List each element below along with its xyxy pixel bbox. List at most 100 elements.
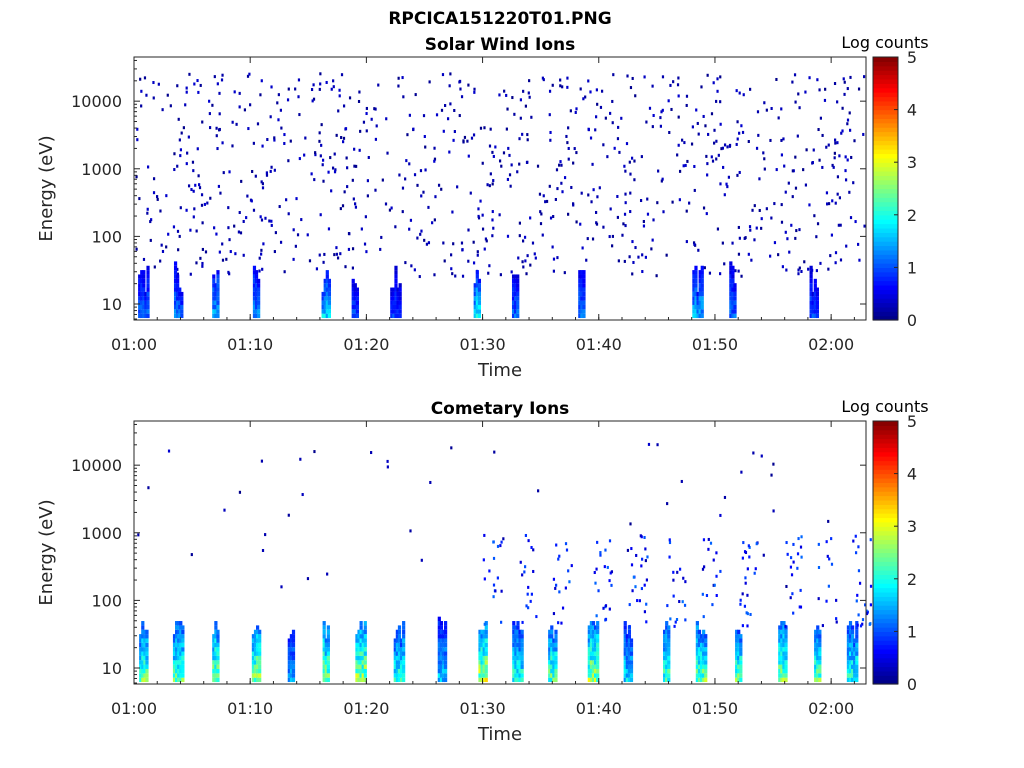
- burst-pixel: [214, 621, 218, 626]
- colorbar-segment: [873, 600, 898, 606]
- count-pixel: [260, 218, 264, 222]
- burst-pixel: [321, 300, 325, 305]
- streak-pixel: [554, 586, 557, 590]
- streak-pixel: [745, 611, 748, 615]
- count-pixel: [178, 234, 181, 238]
- burst-pixel: [520, 673, 524, 678]
- burst-pixel: [700, 278, 704, 284]
- burst-pixel: [439, 664, 444, 669]
- burst-pixel: [480, 651, 484, 656]
- burst-pixel: [811, 304, 815, 310]
- streak-pixel: [792, 560, 795, 564]
- colorbar-segment: [873, 118, 898, 124]
- count-pixel: [423, 135, 426, 139]
- burst-pixel: [623, 629, 627, 635]
- burst-pixel: [851, 634, 855, 639]
- count-pixel: [671, 200, 674, 204]
- count-pixel: [757, 133, 760, 137]
- streak-pixel: [797, 537, 800, 541]
- burst-pixel: [180, 296, 184, 301]
- burst-pixel: [623, 651, 627, 656]
- colorbar-segment: [873, 210, 898, 216]
- burst-pixel: [355, 673, 359, 678]
- colorbar-segment: [873, 662, 898, 668]
- burst-pixel: [780, 660, 784, 665]
- count-pixel: [190, 553, 193, 557]
- count-pixel: [136, 138, 139, 142]
- burst-pixel: [848, 655, 853, 661]
- count-pixel: [840, 131, 843, 135]
- burst-pixel: [625, 660, 629, 665]
- burst-pixel: [141, 655, 145, 661]
- burst-pixel: [355, 300, 360, 305]
- count-pixel: [813, 214, 816, 218]
- burst-pixel: [393, 664, 397, 669]
- burst-pixel: [663, 677, 667, 683]
- burst-pixel: [443, 647, 448, 652]
- burst-pixel: [520, 655, 524, 661]
- count-pixel: [152, 191, 156, 195]
- burst-pixel: [443, 673, 448, 678]
- burst-pixel: [361, 655, 365, 661]
- colorbar-segment: [873, 100, 898, 106]
- burst-pixel: [351, 296, 355, 301]
- count-pixel: [831, 199, 834, 203]
- burst-pixel: [326, 673, 330, 678]
- burst-pixel: [550, 673, 554, 678]
- colorbar-segment: [873, 311, 898, 317]
- count-pixel: [286, 98, 290, 102]
- streak-pixel: [482, 558, 485, 562]
- burst-pixel: [699, 634, 704, 639]
- burst-pixel: [855, 625, 859, 630]
- count-pixel: [794, 186, 798, 190]
- count-pixel: [218, 91, 221, 95]
- burst-pixel: [587, 668, 591, 674]
- colorbar-tick-label: 4: [907, 465, 917, 484]
- count-pixel: [521, 132, 524, 136]
- count-pixel: [565, 134, 568, 138]
- burst-pixel: [591, 642, 596, 648]
- burst-pixel: [399, 673, 404, 678]
- colorbar-segment: [873, 289, 898, 295]
- colorbar-segment: [873, 456, 898, 462]
- count-pixel: [345, 156, 348, 160]
- streak-pixel: [608, 607, 611, 611]
- count-pixel: [758, 208, 761, 212]
- burst-pixel: [176, 287, 180, 292]
- count-pixel: [829, 254, 832, 258]
- burst-pixel: [580, 291, 584, 297]
- count-pixel: [741, 130, 745, 134]
- burst-pixel: [287, 655, 291, 661]
- burst-pixel: [694, 304, 698, 310]
- burst-pixel: [809, 278, 813, 284]
- burst-pixel: [395, 660, 399, 665]
- burst-pixel: [145, 647, 149, 652]
- burst-pixel: [809, 300, 813, 305]
- streak-pixel: [865, 609, 868, 613]
- burst-pixel: [254, 274, 259, 279]
- count-pixel: [420, 558, 423, 562]
- burst-pixel: [351, 313, 355, 319]
- count-pixel: [137, 533, 140, 537]
- count-pixel: [585, 258, 588, 262]
- burst-pixel: [142, 287, 146, 292]
- count-pixel: [258, 269, 261, 273]
- burst-pixel: [172, 655, 177, 661]
- burst-pixel: [848, 642, 853, 648]
- count-pixel: [485, 239, 488, 243]
- count-pixel: [287, 159, 290, 163]
- burst-pixel: [627, 660, 632, 665]
- count-pixel: [651, 125, 654, 129]
- burst-pixel: [143, 651, 147, 656]
- streak-pixel: [492, 583, 496, 587]
- burst-pixel: [289, 660, 294, 665]
- streak-pixel: [557, 557, 560, 561]
- count-pixel: [637, 255, 640, 259]
- count-pixel: [531, 241, 535, 245]
- burst-pixel: [140, 287, 144, 292]
- burst-pixel: [700, 274, 704, 279]
- burst-pixel: [665, 625, 669, 630]
- count-pixel: [849, 216, 853, 220]
- count-pixel: [339, 207, 342, 211]
- burst-pixel: [175, 673, 179, 678]
